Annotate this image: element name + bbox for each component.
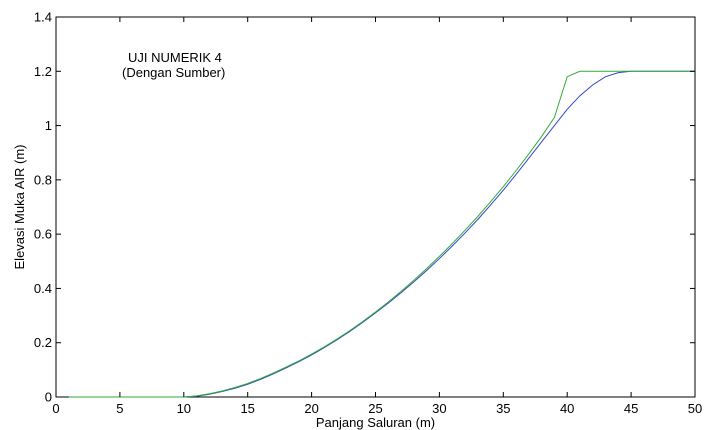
- y-tick-label: 0.2: [34, 335, 52, 350]
- series-line-1: [68, 70, 695, 398]
- y-tick-label: 0.4: [34, 281, 52, 296]
- x-tick-label: 10: [177, 401, 191, 416]
- x-tick-label: 50: [688, 401, 702, 416]
- y-tick-label: 1.4: [34, 10, 52, 25]
- y-tick-label: 0.8: [34, 172, 52, 187]
- x-tick-label: 40: [560, 401, 574, 416]
- x-tick-label: 30: [432, 401, 446, 416]
- annotation-title: UJI NUMERIK 4: [128, 50, 222, 65]
- y-tick-label: 1: [45, 118, 52, 133]
- x-tick-label: 5: [116, 401, 123, 416]
- x-tick-label: 25: [368, 401, 382, 416]
- series-layer: [68, 70, 695, 398]
- x-axis-label: Panjang Saluran (m): [316, 415, 435, 430]
- plot-area: [55, 16, 696, 398]
- ticks-layer: 0 5 10 15 20 25 30 35 40 45 50 0 0.2 0.4 0.6 0.8 1 1.2 1.4: [34, 10, 702, 417]
- y-axis-label: Elevasi Muka AIR (m): [12, 145, 27, 270]
- x-tick-label: 15: [240, 401, 254, 416]
- series-line-2: [68, 70, 695, 398]
- y-tick-label: 1.2: [34, 64, 52, 79]
- annotation-subtitle: (Dengan Sumber): [122, 65, 225, 80]
- x-tick-label: 0: [52, 401, 59, 416]
- x-tick-label: 35: [496, 401, 510, 416]
- y-tick-label: 0: [45, 390, 52, 405]
- x-tick-label: 20: [304, 401, 318, 416]
- x-tick-label: 45: [624, 401, 638, 416]
- y-tick-label: 0.6: [34, 227, 52, 242]
